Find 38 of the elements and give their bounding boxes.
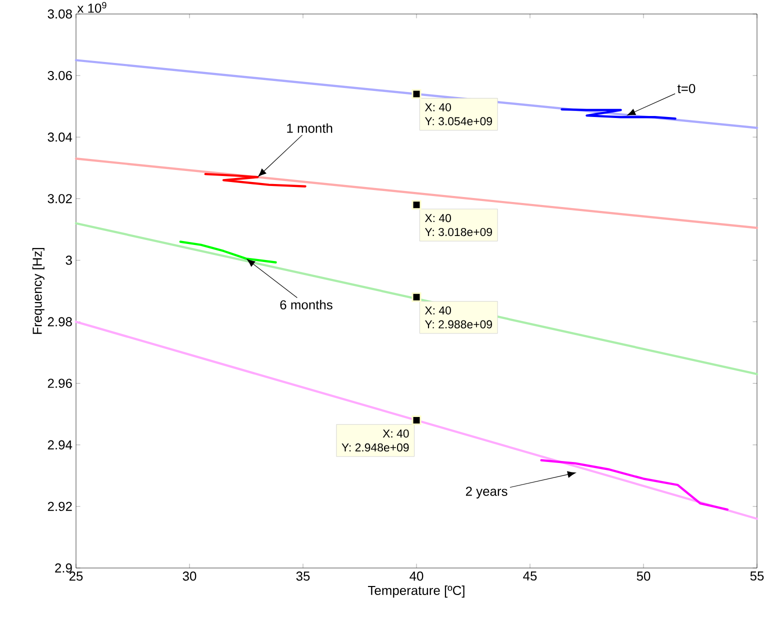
annotation: 1 month [287, 123, 332, 133]
annotation: Y: 3.054e+09 [424, 117, 492, 126]
point [412, 89, 422, 99]
point [412, 416, 422, 426]
x-tick-label: 30 [182, 572, 196, 581]
x-axis-title: Temperature [ºC] [368, 586, 464, 598]
annotation: Y: 2.988e+09 [424, 320, 492, 328]
x-tick-label: 50 [636, 572, 650, 581]
line-series [560, 108, 676, 120]
y-tick-label: 2.94 [48, 440, 72, 450]
annotation: t=0 [678, 84, 696, 94]
annotation: Y: 3.018e+09 [424, 228, 492, 236]
y-tick-label: 3.08 [48, 9, 72, 19]
x-tick-label: 55 [750, 572, 764, 581]
y-axis-title: Frequency [Hz] [32, 248, 44, 334]
annotation: 2 years [466, 486, 508, 498]
annotation: X: 40 [382, 429, 409, 438]
annotation: Y: 2.948e+09 [342, 443, 409, 452]
y-tick-label: 2.96 [48, 378, 72, 388]
x-tick-label: 35 [296, 572, 310, 581]
annotation: X: 40 [424, 214, 451, 222]
annotation: X: 40 [424, 306, 451, 314]
text: x 10$^{9}$ [77, 2, 106, 13]
x-tick-label: 25 [69, 572, 83, 581]
x-tick-label: 45 [523, 572, 537, 581]
annotation: 6 months [280, 300, 332, 310]
point [412, 200, 422, 210]
point [412, 292, 422, 302]
y-tick-label: 3.02 [48, 194, 72, 204]
y-tick-label: 2.98 [48, 317, 72, 326]
annotation: X: 40 [424, 103, 451, 112]
x-tick-label: 40 [410, 572, 424, 581]
line-series [540, 459, 729, 511]
y-tick-label: 3.04 [48, 132, 72, 142]
y-tick-label: 3 [66, 256, 72, 265]
y-tick-label: 2.9 [55, 563, 72, 573]
y-tick-label: 3.06 [48, 70, 72, 80]
y-tick-label: 2.92 [48, 502, 72, 512]
